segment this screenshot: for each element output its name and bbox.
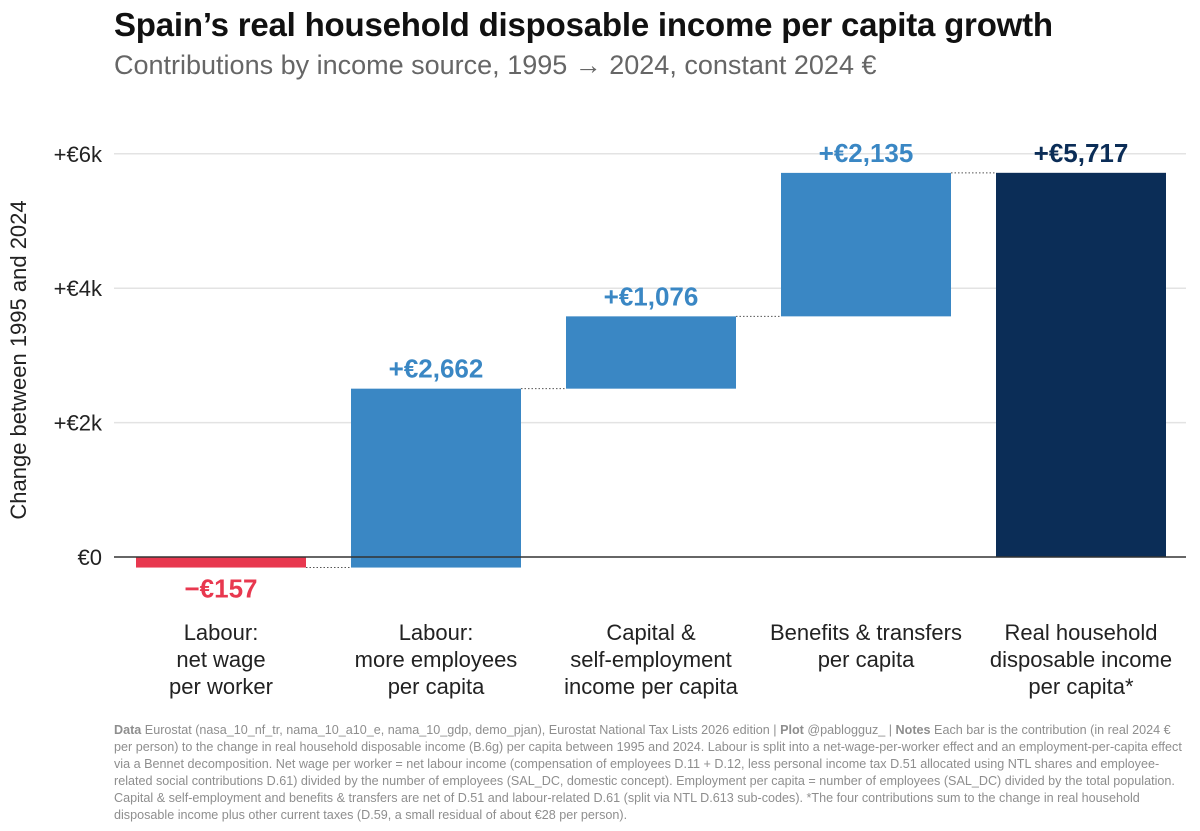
- bars: [114, 172, 1186, 569]
- category-label-line: per capita: [388, 674, 485, 699]
- footnote-notes-text: Each bar is the contribution (in real 20…: [114, 723, 1182, 822]
- footnote: Data Eurostat (nasa_10_nf_tr, nama_10_a1…: [114, 722, 1186, 824]
- y-tick-label: +€2k: [54, 411, 103, 436]
- y-tick-label: +€4k: [54, 276, 103, 301]
- footnote-plot-label: Plot: [780, 723, 804, 737]
- footnote-data-label: Data: [114, 723, 142, 737]
- category-label-line: Capital &: [606, 620, 696, 645]
- bar: [996, 172, 1166, 557]
- category-label-line: net wage: [176, 647, 265, 672]
- bar-value-label: +€2,135: [819, 138, 914, 168]
- bar-value-label: −€157: [184, 574, 257, 604]
- category-label-line: per worker: [169, 674, 273, 699]
- category-label-line: Real household: [1005, 620, 1158, 645]
- category-label: Capital & self-employment income per capit…: [564, 620, 738, 699]
- footnote-data-text: Eurostat (nasa_10_nf_tr, nama_10_a10_e, …: [144, 723, 777, 737]
- footnote-plot-text: @pablogguz_ |: [807, 723, 893, 737]
- category-label-line: per capita*: [1028, 674, 1134, 699]
- category-label: Labour: net wage per worker: [169, 620, 273, 699]
- category-label-line: self-employment: [570, 647, 731, 672]
- bar: [566, 316, 736, 389]
- category-label-line: per capita: [818, 647, 915, 672]
- category-label-line: income per capita: [564, 674, 738, 699]
- category-label: Labour: more employees per capita: [355, 620, 518, 699]
- category-label-line: more employees: [355, 647, 518, 672]
- bar: [781, 172, 951, 317]
- waterfall-chart: €0 +€2k +€4k +€6k Change between 1995 and 20…: [6, 138, 1186, 699]
- chart-title: Spain’s real household disposable income…: [114, 6, 1053, 43]
- category-label-line: Labour:: [184, 620, 259, 645]
- bar-value-label: +€2,662: [389, 354, 484, 384]
- category-label-line: Benefits & transfers: [770, 620, 962, 645]
- y-tick-label: +€6k: [54, 142, 103, 167]
- y-tick-label: €0: [78, 545, 102, 570]
- footnote-notes-label: Notes: [895, 723, 931, 737]
- y-axis-label: Change between 1995 and 2024: [6, 200, 31, 519]
- category-label: Benefits & transfers per capita: [770, 620, 962, 672]
- labels: €0 +€2k +€4k +€6k Change between 1995 and 20…: [6, 138, 1172, 699]
- chart-subtitle: Contributions by income source, 1995 → 2…: [114, 50, 877, 80]
- bar-value-label: +€1,076: [604, 281, 699, 311]
- bar: [136, 557, 306, 568]
- bar-value-label: +€5,717: [1034, 138, 1129, 168]
- category-label-line: disposable income: [990, 647, 1172, 672]
- bar: [351, 388, 521, 568]
- category-label-line: Labour:: [399, 620, 474, 645]
- category-label: Real household disposable income per capit…: [990, 620, 1172, 699]
